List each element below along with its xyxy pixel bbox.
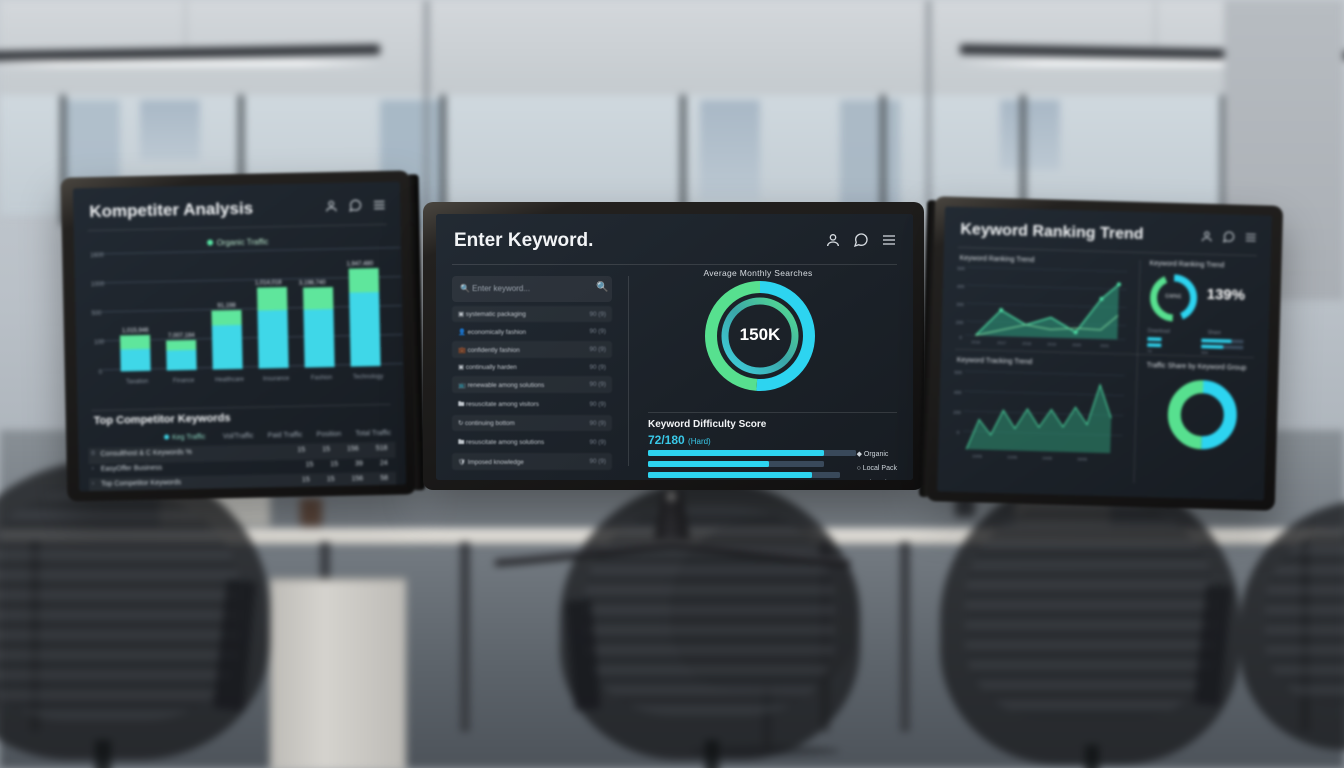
svg-text:91,198: 91,198 xyxy=(217,303,236,309)
svg-text:Healthcare: Healthcare xyxy=(215,377,245,384)
svg-text:16/06: 16/06 xyxy=(1077,456,1088,461)
svg-text:0: 0 xyxy=(99,370,103,376)
svg-text:Finance: Finance xyxy=(173,378,195,384)
svg-text:0: 0 xyxy=(959,335,962,340)
svg-text:400: 400 xyxy=(957,284,965,289)
svg-text:Fashion: Fashion xyxy=(311,375,332,381)
svg-text:0: 0 xyxy=(957,430,960,435)
svg-text:2020: 2020 xyxy=(1072,342,1082,347)
svg-text:1600: 1600 xyxy=(90,253,104,259)
svg-text:30d: 30d xyxy=(1201,350,1208,355)
svg-text:200: 200 xyxy=(953,410,961,415)
svg-text:2017: 2017 xyxy=(997,340,1007,345)
svg-text:300: 300 xyxy=(956,302,964,307)
svg-text:500: 500 xyxy=(91,311,102,317)
svg-text:10/06: 10/06 xyxy=(972,453,983,458)
svg-text:14/06: 14/06 xyxy=(1042,455,1053,460)
svg-text:1,014,018: 1,014,018 xyxy=(255,280,282,287)
svg-text:400: 400 xyxy=(954,390,962,395)
svg-text:500: 500 xyxy=(957,266,965,271)
svg-text:1,015,946: 1,015,946 xyxy=(122,328,149,335)
svg-text:12/06: 12/06 xyxy=(1007,454,1018,459)
svg-text:7,007,184: 7,007,184 xyxy=(168,333,195,340)
svg-text:1,947,480: 1,947,480 xyxy=(346,261,373,268)
svg-text:1000: 1000 xyxy=(91,282,105,288)
svg-text:2021: 2021 xyxy=(1100,343,1110,348)
svg-text:7d: 7d xyxy=(1147,348,1152,353)
svg-text:100: 100 xyxy=(94,340,105,346)
svg-text:2016: 2016 xyxy=(971,339,981,344)
svg-text:500: 500 xyxy=(954,370,962,375)
svg-text:Taxation: Taxation xyxy=(126,379,148,385)
svg-text:3,198,740: 3,198,740 xyxy=(299,280,326,287)
svg-text:Insurance: Insurance xyxy=(263,376,290,383)
svg-text:2019: 2019 xyxy=(1047,341,1057,346)
svg-text:2018: 2018 xyxy=(1022,341,1032,346)
svg-text:200: 200 xyxy=(956,320,964,325)
svg-text:Technology: Technology xyxy=(353,374,383,381)
